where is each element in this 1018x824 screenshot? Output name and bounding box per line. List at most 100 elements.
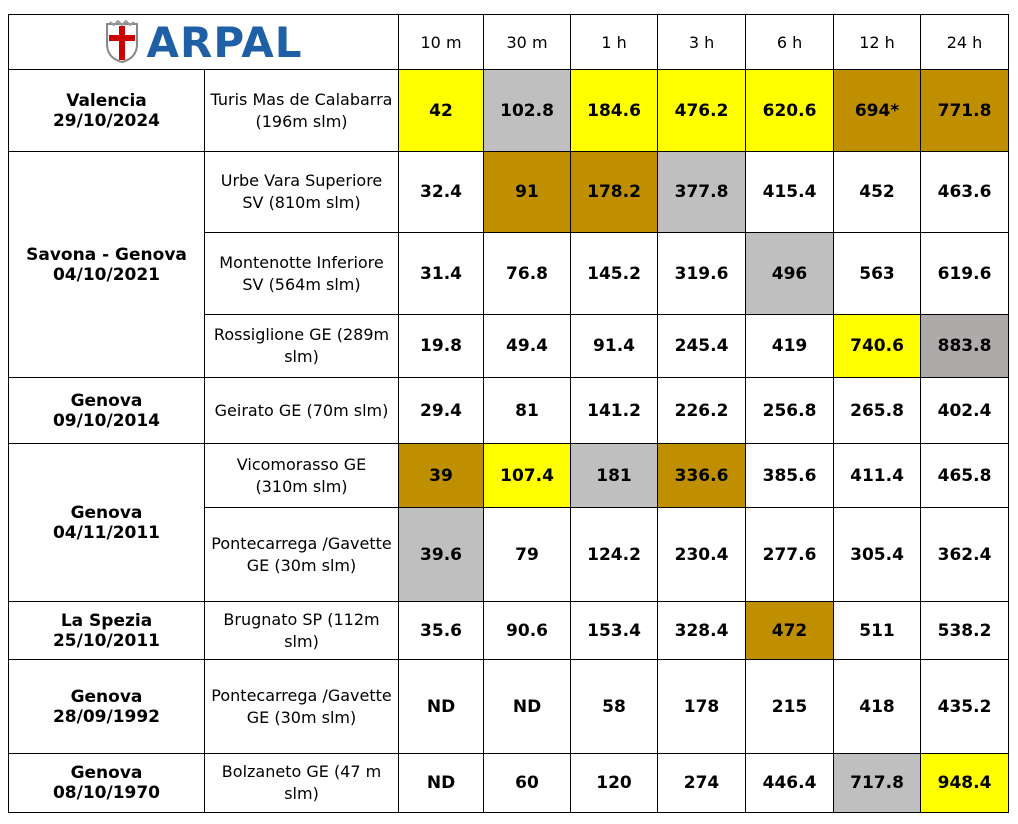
value-cell: 120	[570, 753, 659, 813]
station-row: Montenotte Inferiore SV (564m slm) 31.4 76…	[9, 232, 1010, 315]
value-cell: 145.2	[570, 232, 659, 315]
value-cell: ND	[483, 659, 572, 754]
value-cell: 230.4	[657, 507, 747, 602]
value-cell: 178.2	[570, 151, 659, 233]
column-header: 3 h	[657, 14, 747, 70]
value-cell: 563	[833, 232, 922, 315]
station-name: Geirato GE (70m slm)	[203, 377, 400, 444]
station-name: Montenotte Inferiore SV (564m slm)	[203, 232, 400, 315]
value-cell: 90.6	[483, 601, 572, 660]
logo-text: ARPAL	[146, 17, 303, 67]
value-cell: 496	[745, 232, 835, 315]
value-cell: 39	[398, 443, 485, 508]
value-cell: ND	[398, 753, 485, 813]
value-cell: 277.6	[745, 507, 835, 602]
event-place: Savona - Genova	[26, 244, 187, 265]
column-header: 6 h	[745, 14, 835, 70]
value-cell: 319.6	[657, 232, 747, 315]
value-cell: 107.4	[483, 443, 572, 508]
column-header: 30 m	[483, 14, 572, 70]
event-cell: La Spezia 25/10/2011	[8, 601, 205, 660]
station-name: Pontecarrega /Gavette GE (30m slm)	[203, 659, 400, 754]
event-cell: Genova 28/09/1992	[8, 659, 205, 754]
value-cell: 362.4	[920, 507, 1010, 602]
value-cell: 245.4	[657, 314, 747, 378]
value-cell: 226.2	[657, 377, 747, 444]
value-cell: 511	[833, 601, 922, 660]
station-row: Genova 04/11/2011 Vicomorasso GE (310m slm…	[8, 443, 1010, 602]
value-cell: 60	[483, 753, 572, 813]
value-cell: 415.4	[745, 151, 835, 233]
value-cell: 740.6	[833, 314, 922, 378]
value-cell: 184.6	[570, 69, 659, 152]
station-row: Valencia 29/10/2024 Turis Mas de Calabarra…	[8, 69, 1010, 152]
value-cell: 446.4	[745, 753, 835, 813]
value-cell: 476.2	[657, 69, 747, 152]
value-cell: 91.4	[570, 314, 659, 378]
value-cell: 124.2	[570, 507, 659, 602]
event-date: 04/10/2021	[52, 264, 161, 285]
station-row: Genova 28/09/1992 Pontecarrega /Gavette GE…	[8, 659, 1010, 754]
value-cell: 717.8	[833, 753, 922, 813]
station-row: Genova 09/10/2014 Geirato GE (70m slm) 29.4…	[8, 377, 1010, 444]
event-place: Valencia	[66, 90, 147, 111]
logo: ARPAL	[13, 18, 394, 67]
station-row: La Spezia 25/10/2011 Brugnato SP (112m slm…	[8, 601, 1010, 660]
value-cell: ND	[398, 659, 485, 754]
value-cell: 435.2	[920, 659, 1010, 754]
logo-shield	[106, 20, 139, 64]
station-name: Vicomorasso GE (310m slm)	[203, 443, 400, 508]
value-cell: 619.6	[920, 232, 1010, 315]
value-cell: 274	[657, 753, 747, 813]
event-date: 08/10/1970	[52, 783, 161, 803]
event-cell: Valencia 29/10/2024	[8, 69, 205, 152]
value-cell: 76.8	[483, 232, 572, 315]
value-cell: 418	[833, 659, 922, 754]
value-cell: 42	[398, 69, 485, 152]
event-place: La Spezia	[60, 610, 153, 631]
value-cell: 29.4	[398, 377, 485, 444]
value-cell: 463.6	[920, 151, 1010, 233]
value-cell: 336.6	[657, 443, 747, 508]
value-cell: 377.8	[657, 151, 747, 233]
value-cell: 472	[745, 601, 835, 660]
event-cell: Savona - Genova 04/10/2021	[8, 151, 205, 378]
event-date: 28/09/1992	[52, 706, 161, 727]
value-cell: 385.6	[745, 443, 835, 508]
station-name: Urbe Vara Superiore SV (810m slm)	[203, 151, 400, 233]
station-row: Genova 08/10/1970 Bolzaneto GE (47 m slm) N…	[8, 753, 1010, 813]
event-place: Genova	[70, 686, 143, 707]
event-date: 09/10/2014	[52, 410, 161, 431]
value-cell: 58	[570, 659, 659, 754]
value-cell: 328.4	[657, 601, 747, 660]
station-name: Pontecarrega /Gavette GE (30m slm)	[203, 507, 400, 602]
value-cell: 538.2	[920, 601, 1010, 660]
value-cell: 178	[657, 659, 747, 754]
event-cell: Genova 04/11/2011	[8, 443, 205, 602]
column-header: 12 h	[833, 14, 922, 70]
value-cell: 694*	[833, 69, 922, 152]
station-row: Savona - Genova 04/10/2021 Urbe Vara Super…	[8, 151, 1010, 378]
value-cell: 31.4	[398, 232, 485, 315]
value-cell: 91	[483, 151, 572, 233]
event-date: 25/10/2011	[52, 630, 161, 651]
value-cell: 452	[833, 151, 922, 233]
logo-cell: ARPAL	[7, 14, 400, 70]
station-name: Turis Mas de Calabarra (196m slm)	[203, 69, 400, 152]
event-place: Genova	[70, 763, 143, 783]
station-name: Rossiglione GE (289m slm)	[203, 314, 400, 378]
event-cell: Genova 09/10/2014	[8, 377, 205, 444]
station-name: Bolzaneto GE (47 m slm)	[203, 753, 400, 813]
value-cell: 81	[483, 377, 572, 444]
value-cell: 771.8	[920, 69, 1010, 152]
event-place: Genova	[70, 390, 143, 411]
value-cell: 948.4	[920, 753, 1010, 813]
value-cell: 32.4	[398, 151, 485, 233]
value-cell: 402.4	[920, 377, 1010, 444]
value-cell: 265.8	[833, 377, 922, 444]
value-cell: 465.8	[920, 443, 1010, 508]
value-cell: 305.4	[833, 507, 922, 602]
value-cell: 153.4	[570, 601, 659, 660]
